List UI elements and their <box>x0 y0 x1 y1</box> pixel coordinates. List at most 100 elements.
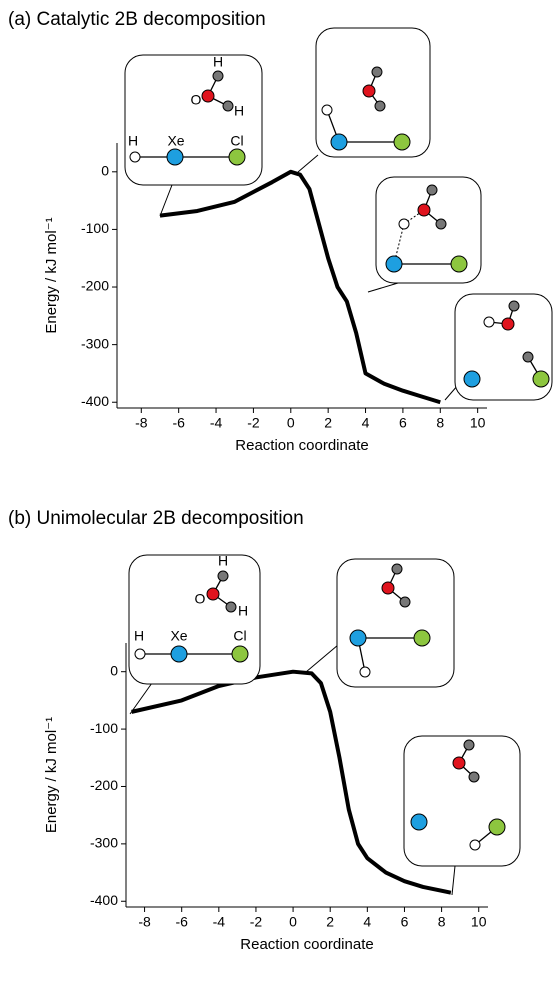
atom-h <box>225 601 237 613</box>
atom-h <box>134 648 146 660</box>
y-axis-label: Energy / kJ mol⁻¹ <box>43 717 60 833</box>
atom-h <box>222 100 234 112</box>
atom-o <box>362 84 376 98</box>
atom-h <box>468 771 480 783</box>
atom-label: Xe <box>170 628 187 644</box>
y-tick-label: -200 <box>90 777 118 793</box>
x-tick-label: -8 <box>138 914 151 930</box>
atom-h <box>212 70 224 82</box>
x-tick-label: 8 <box>438 914 446 930</box>
connector <box>367 282 399 293</box>
connector <box>305 644 339 673</box>
atom-xe <box>385 255 403 273</box>
atom-o <box>381 581 395 595</box>
atom-h <box>483 316 495 328</box>
atom-h <box>359 666 371 678</box>
atom-o <box>417 203 431 217</box>
atom-cl <box>393 133 411 151</box>
x-tick-label: 6 <box>401 914 409 930</box>
y-tick-label: -200 <box>81 278 109 294</box>
connector <box>451 865 456 896</box>
atom-label: H <box>238 603 248 619</box>
atom-h <box>217 570 229 582</box>
atom-h <box>391 563 403 575</box>
atom-o <box>206 587 220 601</box>
h-bond <box>393 223 405 265</box>
x-tick-label: 0 <box>289 914 297 930</box>
x-tick-label: -4 <box>213 914 226 930</box>
y-tick-label: -400 <box>90 892 118 908</box>
y-tick-label: -100 <box>81 220 109 236</box>
x-tick-label: 2 <box>324 415 332 431</box>
x-tick-label: 4 <box>363 914 371 930</box>
atom-o <box>452 756 466 770</box>
x-tick-label: -2 <box>250 914 263 930</box>
atom-xe <box>330 133 348 151</box>
y-axis-label: Energy / kJ mol⁻¹ <box>43 217 60 333</box>
inset-group: H Xe Cl O H H <box>124 27 553 401</box>
y-tick-label: 0 <box>101 163 109 179</box>
atom-cl <box>413 629 431 647</box>
x-tick-label: -4 <box>210 415 223 431</box>
x-tick-label: 8 <box>436 415 444 431</box>
x-axis-label: Reaction coordinate <box>235 437 368 454</box>
x-tick-label: 0 <box>287 415 295 431</box>
y-tick-label: -300 <box>90 835 118 851</box>
atom-o <box>201 89 215 103</box>
atom-cl <box>488 818 506 836</box>
atom-label: Cl <box>230 133 243 149</box>
atom-label: O <box>191 92 202 108</box>
x-tick-label: -8 <box>135 415 148 431</box>
atom-h <box>371 66 383 78</box>
atom-label: H <box>234 103 244 119</box>
inset-box <box>336 558 455 688</box>
inset-box <box>454 293 553 401</box>
y-tick-label: 0 <box>110 662 118 678</box>
atom-h <box>374 100 386 112</box>
atom-xe <box>410 813 428 831</box>
atom-label: H <box>128 133 138 149</box>
x-axis-label: Reaction coordinate <box>240 936 373 953</box>
atom-label: Xe <box>167 133 184 149</box>
inset-box <box>403 735 521 867</box>
atom-cl <box>450 255 468 273</box>
atom-h <box>426 184 438 196</box>
y-tick-label: -400 <box>81 393 109 409</box>
atom-xe <box>166 148 184 166</box>
x-tick-label: -2 <box>247 415 260 431</box>
atom-xe <box>170 645 188 663</box>
atom-h <box>469 839 481 851</box>
atom-h <box>398 218 410 230</box>
atom-label: Cl <box>233 628 246 644</box>
atom-h <box>435 218 447 230</box>
atom-label: H <box>213 54 223 70</box>
energy-curve <box>131 669 452 895</box>
atom-h <box>522 351 534 363</box>
atom-label: H <box>218 553 228 569</box>
atom-label: O <box>195 591 206 607</box>
chart: (a) Catalytic 2B decomposition-400-300-2… <box>8 9 487 454</box>
connector <box>297 154 319 173</box>
atom-h <box>463 739 475 751</box>
x-tick-label: 6 <box>399 415 407 431</box>
atom-cl <box>532 370 550 388</box>
atom-cl <box>231 645 249 663</box>
atom-h <box>321 104 333 116</box>
inset-box <box>124 54 263 186</box>
inset-box <box>128 554 261 685</box>
y-tick-label: -300 <box>81 335 109 351</box>
atom-xe <box>349 629 367 647</box>
atom-h <box>508 300 520 312</box>
atom-cl <box>228 148 246 166</box>
x-tick-label: 2 <box>326 914 334 930</box>
inset-group: H Xe Cl O H H <box>128 553 521 896</box>
y-tick-label: -100 <box>90 720 118 736</box>
x-tick-label: -6 <box>175 914 188 930</box>
connector <box>159 184 173 217</box>
x-tick-label: -6 <box>172 415 185 431</box>
chart-title: (a) Catalytic 2B decomposition <box>8 9 266 30</box>
atom-o <box>501 317 515 331</box>
x-tick-label: 10 <box>471 914 487 930</box>
chart-title: (b) Unimolecular 2B decomposition <box>8 508 304 529</box>
x-tick-label: 4 <box>362 415 370 431</box>
